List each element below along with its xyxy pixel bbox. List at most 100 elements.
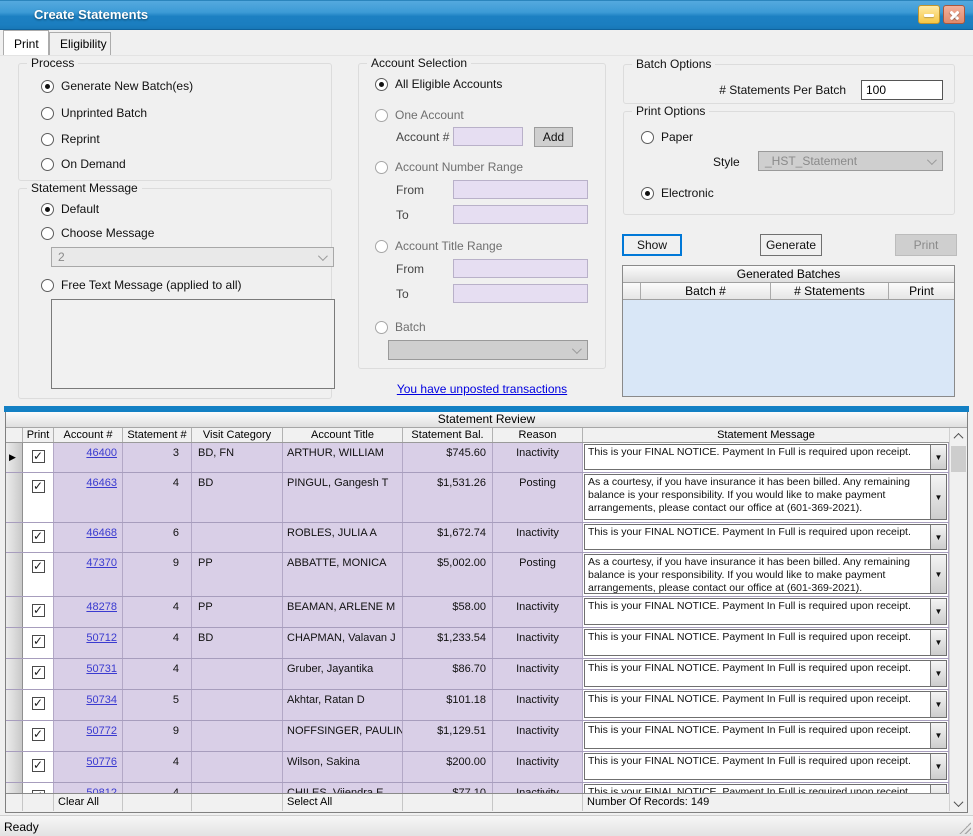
- radio-generate-new-batches[interactable]: Generate New Batch(es): [41, 79, 193, 93]
- print-checkbox[interactable]: ✓: [31, 635, 45, 648]
- radio-icon[interactable]: [41, 132, 54, 146]
- account-link[interactable]: 47370: [86, 557, 117, 569]
- dropdown-arrow-icon[interactable]: ▼: [930, 525, 946, 549]
- radio-account-number-range[interactable]: Account Number Range: [375, 160, 523, 174]
- radio-icon[interactable]: [375, 108, 388, 122]
- title-range-to-field[interactable]: [453, 284, 588, 303]
- header-cell-print[interactable]: Print: [23, 428, 54, 442]
- radio-icon[interactable]: [375, 160, 388, 174]
- row-selector[interactable]: ▶: [6, 752, 23, 782]
- account-link[interactable]: 50772: [86, 725, 117, 737]
- dropdown-arrow-icon[interactable]: ▼: [930, 661, 946, 686]
- message-dropdown[interactable]: This is your FINAL NOTICE. Payment In Fu…: [584, 660, 947, 687]
- header-cell-batch-number[interactable]: Batch #: [641, 283, 771, 299]
- dropdown-arrow-icon[interactable]: ▼: [930, 723, 946, 748]
- radio-icon[interactable]: [375, 77, 388, 91]
- radio-icon[interactable]: [41, 157, 54, 171]
- row-selector[interactable]: ▶: [6, 783, 23, 793]
- message-dropdown[interactable]: This is your FINAL NOTICE. Payment In Fu…: [584, 444, 947, 470]
- header-cell-print[interactable]: Print: [909, 284, 934, 298]
- dropdown-arrow-icon[interactable]: ▼: [930, 630, 946, 655]
- radio-icon[interactable]: [375, 320, 388, 334]
- header-cell-reason[interactable]: Reason: [493, 428, 583, 442]
- row-selector[interactable]: ▶: [6, 690, 23, 720]
- radio-free-text-message[interactable]: Free Text Message (applied to all): [41, 278, 242, 292]
- tab-print[interactable]: Print: [3, 30, 49, 55]
- account-link[interactable]: 46463: [86, 477, 117, 489]
- radio-account-title-range[interactable]: Account Title Range: [375, 239, 502, 253]
- print-checkbox[interactable]: ✓: [31, 530, 45, 543]
- print-checkbox[interactable]: ✓: [31, 450, 45, 463]
- number-range-from-field[interactable]: [453, 180, 588, 199]
- radio-icon[interactable]: [41, 226, 54, 240]
- print-checkbox[interactable]: ✓: [31, 697, 45, 710]
- tab-eligibility[interactable]: Eligibility: [49, 32, 111, 55]
- print-checkbox[interactable]: ✓: [31, 728, 45, 741]
- account-link[interactable]: 50731: [86, 663, 117, 675]
- radio-on-demand[interactable]: On Demand: [41, 157, 126, 171]
- resize-grip-icon[interactable]: [959, 822, 971, 834]
- row-selector[interactable]: ▶: [6, 473, 23, 522]
- message-dropdown[interactable]: This is your FINAL NOTICE. Payment In Fu…: [584, 753, 947, 780]
- row-selector[interactable]: ▶: [6, 659, 23, 689]
- header-cell-statement[interactable]: Statement #: [123, 428, 192, 442]
- radio-one-account[interactable]: One Account: [375, 108, 464, 122]
- print-checkbox[interactable]: ✓: [31, 604, 45, 617]
- unposted-transactions-link[interactable]: You have unposted transactions: [396, 382, 568, 396]
- row-selector[interactable]: ▶: [6, 597, 23, 627]
- radio-icon[interactable]: [641, 130, 654, 144]
- header-cell-account[interactable]: Account #: [54, 428, 123, 442]
- header-cell-account-title[interactable]: Account Title: [283, 428, 403, 442]
- header-cell-statements[interactable]: # Statements: [771, 283, 889, 299]
- close-button[interactable]: [943, 5, 965, 24]
- radio-icon[interactable]: [41, 79, 54, 93]
- choose-message-combo[interactable]: 2: [51, 247, 334, 267]
- clear-all-button[interactable]: Clear All: [54, 794, 123, 811]
- minimize-button[interactable]: [918, 5, 940, 24]
- row-selector[interactable]: ▶: [6, 443, 23, 472]
- message-dropdown[interactable]: This is your FINAL NOTICE. Payment In Fu…: [584, 784, 947, 793]
- radio-paper[interactable]: Paper: [641, 130, 693, 144]
- message-dropdown[interactable]: This is your FINAL NOTICE. Payment In Fu…: [584, 598, 947, 625]
- header-cell-visit-category[interactable]: Visit Category: [192, 428, 283, 442]
- radio-icon[interactable]: [41, 202, 54, 216]
- message-dropdown[interactable]: This is your FINAL NOTICE. Payment In Fu…: [584, 524, 947, 550]
- select-all-button[interactable]: Select All: [283, 794, 403, 811]
- account-number-field[interactable]: [453, 127, 523, 146]
- print-button[interactable]: Print: [895, 234, 957, 256]
- scroll-down-icon[interactable]: [950, 795, 967, 811]
- radio-default-message[interactable]: Default: [41, 202, 99, 216]
- radio-reprint[interactable]: Reprint: [41, 132, 100, 146]
- message-dropdown[interactable]: This is your FINAL NOTICE. Payment In Fu…: [584, 629, 947, 656]
- title-range-from-field[interactable]: [453, 259, 588, 278]
- account-link[interactable]: 46468: [86, 527, 117, 539]
- row-selector[interactable]: ▶: [6, 553, 23, 596]
- message-dropdown[interactable]: This is your FINAL NOTICE. Payment In Fu…: [584, 722, 947, 749]
- print-checkbox[interactable]: ✓: [31, 480, 45, 493]
- row-selector[interactable]: ▶: [6, 628, 23, 658]
- dropdown-arrow-icon[interactable]: ▼: [930, 445, 946, 469]
- number-range-to-field[interactable]: [453, 205, 588, 224]
- account-link[interactable]: 48278: [86, 601, 117, 613]
- message-dropdown[interactable]: As a courtesy, if you have insurance it …: [584, 554, 947, 594]
- radio-icon[interactable]: [641, 186, 654, 200]
- style-combo[interactable]: _HST_Statement: [758, 151, 943, 171]
- dropdown-arrow-icon[interactable]: ▼: [930, 555, 946, 593]
- batch-combo[interactable]: [388, 340, 588, 360]
- account-link[interactable]: 50812: [86, 787, 117, 793]
- show-button[interactable]: Show: [622, 234, 682, 256]
- header-cell-statement-balance[interactable]: Statement Bal.: [403, 428, 493, 442]
- scroll-up-icon[interactable]: [950, 428, 967, 444]
- account-link[interactable]: 50734: [86, 694, 117, 706]
- print-checkbox[interactable]: ✓: [31, 790, 45, 793]
- radio-icon[interactable]: [375, 239, 388, 253]
- message-dropdown[interactable]: As a courtesy, if you have insurance it …: [584, 474, 947, 520]
- radio-electronic[interactable]: Electronic: [641, 186, 714, 200]
- vertical-scrollbar[interactable]: [949, 428, 967, 811]
- message-dropdown[interactable]: This is your FINAL NOTICE. Payment In Fu…: [584, 691, 947, 718]
- row-selector[interactable]: ▶: [6, 523, 23, 552]
- dropdown-arrow-icon[interactable]: ▼: [930, 692, 946, 717]
- radio-choose-message[interactable]: Choose Message: [41, 226, 154, 240]
- dropdown-arrow-icon[interactable]: ▼: [930, 475, 946, 519]
- print-checkbox[interactable]: ✓: [31, 759, 45, 772]
